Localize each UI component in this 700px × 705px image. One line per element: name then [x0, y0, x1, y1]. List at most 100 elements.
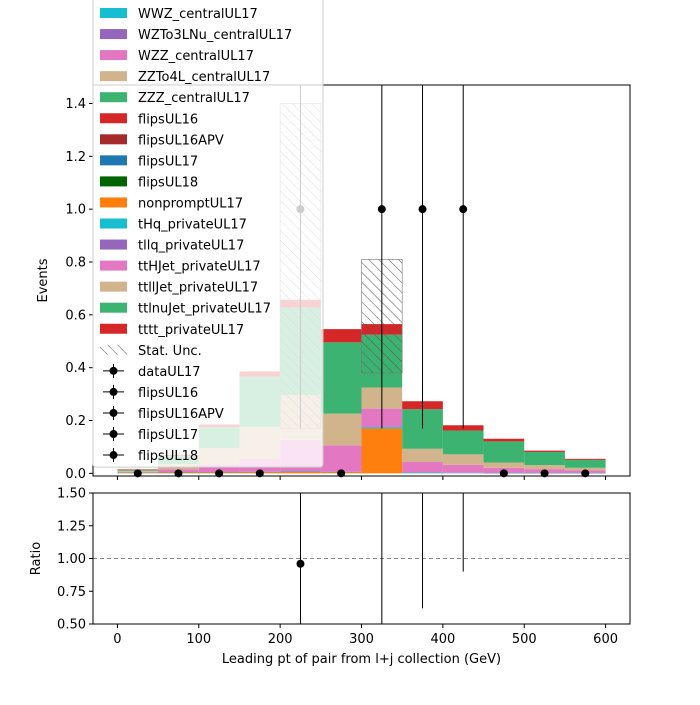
- legend-swatch-3: [100, 71, 127, 82]
- legend-swatch-12: [100, 260, 127, 271]
- ratio-x-tick-label-2: 200: [268, 632, 293, 647]
- bar-ttlnuJet_privateUL17-5: [320, 342, 362, 414]
- main-y-tick-label-3: 0.6: [65, 308, 86, 323]
- bar-nonpromptUL17-6: [361, 428, 403, 474]
- ratio-y-tick-label-2: 1.00: [57, 552, 86, 567]
- bar-tttt_privateUL17-5: [320, 329, 362, 343]
- legend-label-1: WZTo3LNu_centralUL17: [138, 28, 292, 43]
- main-y-tick-label-2: 0.4: [65, 361, 86, 376]
- bar-nonpromptUL17-4: [280, 471, 321, 474]
- data-point-5: [337, 469, 346, 478]
- legend-swatch-11: [100, 239, 127, 250]
- main-y-axis-label: Events: [36, 258, 51, 302]
- legend-swatch-6: [100, 134, 127, 145]
- legend-swatch-16: [100, 344, 127, 355]
- bar-ttHJet_privateUL17-5: [320, 445, 362, 472]
- data-point-3: [255, 469, 264, 478]
- legend-swatch-10: [100, 218, 127, 229]
- main-y-tick-label-6: 1.2: [65, 150, 86, 165]
- legend-marker-18: [109, 387, 118, 396]
- legend-label-16: Stat. Unc.: [138, 344, 202, 359]
- legend-swatch-2: [100, 50, 127, 61]
- bar-tHq_privateUL17-4: [280, 471, 321, 473]
- legend-swatch-8: [100, 176, 127, 187]
- legend-label-17: dataUL17: [138, 365, 201, 380]
- data-point-2: [215, 469, 224, 478]
- ratio-y-axis-label: Ratio: [29, 542, 44, 575]
- bar-ttlnuJet_privateUL17-9: [483, 441, 525, 463]
- legend-label-0: WWZ_centralUL17: [138, 7, 258, 22]
- main-y-tick-label-1: 0.2: [65, 414, 86, 429]
- bar-ttllJet_privateUL17-10: [524, 465, 565, 470]
- main-y-tick-label-7: 1.4: [65, 97, 86, 112]
- legend-marker-19: [109, 408, 118, 417]
- bar-tttt_privateUL17-10: [524, 450, 565, 452]
- legend-swatch-14: [100, 302, 127, 313]
- ratio-y-tick-label-4: 1.50: [57, 487, 86, 502]
- legend-label-8: flipsUL18: [138, 175, 198, 190]
- bar-tHq_privateUL17-7: [402, 472, 443, 474]
- legend-swatch-7: [100, 155, 127, 166]
- legend-marker-17: [109, 366, 118, 375]
- main-y-tick-label-5: 1.0: [65, 203, 86, 218]
- data-point-10: [540, 469, 549, 478]
- legend-box: [92, 0, 324, 468]
- data-point-7: [418, 205, 427, 214]
- legend-marker-21: [109, 451, 118, 460]
- legend-label-10: tHq_privateUL17: [138, 218, 247, 233]
- legend-swatch-0: [100, 8, 127, 18]
- legend-label-11: tllq_privateUL17: [138, 239, 244, 254]
- ratio-x-tick-label-3: 300: [349, 632, 374, 647]
- legend-marker-20: [109, 430, 118, 438]
- legend-swatch-9: [100, 197, 127, 208]
- legend-label-18: flipsUL16: [138, 386, 198, 401]
- legend-swatch-1: [100, 29, 127, 40]
- ratio-point-0: [296, 559, 305, 568]
- bar-ttllJet_privateUL17-7: [402, 448, 443, 462]
- legend-label-9: nonpromptUL17: [138, 196, 243, 211]
- legend-swatch-4: [100, 92, 127, 103]
- legend-label-20: flipsUL17: [138, 428, 198, 443]
- main-y-tick-label-0: 0.0: [65, 467, 86, 482]
- data-point-9: [499, 469, 508, 478]
- bar-ttHJet_privateUL17-2: [198, 464, 240, 473]
- legend-label-2: WZZ_centralUL17: [138, 49, 254, 64]
- legend-label-12: ttHJet_privateUL17: [138, 260, 261, 275]
- ratio-x-tick-label-1: 100: [186, 632, 211, 647]
- legend-label-13: ttllJet_privateUL17: [138, 281, 258, 296]
- legend-swatch-5: [100, 113, 127, 124]
- ratio-x-tick-label-0: 0: [113, 632, 121, 647]
- legend-swatch-13: [100, 281, 127, 292]
- legend-label-5: flipsUL16: [138, 112, 198, 127]
- legend-label-6: flipsUL16APV: [138, 133, 224, 148]
- legend-label-21: flipsUL18: [138, 449, 198, 464]
- data-point-6: [377, 205, 386, 214]
- data-point-0: [133, 469, 142, 478]
- bar-ttllJet_privateUL17-8: [442, 454, 484, 465]
- ratio-y-tick-label-3: 1.25: [57, 519, 86, 534]
- data-point-1: [174, 469, 183, 478]
- legend-label-3: ZZTo4L_centralUL17: [138, 70, 270, 85]
- legend-swatch-15: [100, 323, 127, 334]
- bar-ttllJet_privateUL17-5: [320, 413, 362, 446]
- bar-ttlnuJet_privateUL17-11: [564, 459, 606, 468]
- ratio-x-tick-label-5: 500: [512, 632, 537, 647]
- legend: WWZ_centralUL17 WZTo3LNu_centralUL17 WZZ_c…: [92, 0, 324, 468]
- ratio-plot-panel: 0.50 0.75 1.00 1.25 1.50 0 100 200 300 400 500 600 R…: [29, 487, 631, 667]
- ratio-y-tick-label-1: 0.75: [57, 585, 86, 600]
- ratio-x-tick-label-6: 600: [593, 632, 618, 647]
- bar-tHq_privateUL17-8: [442, 472, 484, 474]
- legend-label-4: ZZZ_centralUL17: [138, 91, 250, 106]
- bar-ttHJet_privateUL17-8: [442, 464, 484, 473]
- bar-ttlnuJet_privateUL17-10: [524, 451, 565, 466]
- bar-ttllJet_privateUL17-9: [483, 462, 525, 468]
- data-point-8: [459, 205, 468, 214]
- bar-ttlnuJet_privateUL17-8: [442, 430, 484, 455]
- legend-label-15: tttt_privateUL17: [138, 323, 244, 338]
- legend-label-19: flipsUL16APV: [138, 407, 224, 422]
- data-point-11: [581, 469, 590, 478]
- ratio-x-tick-label-4: 400: [430, 632, 455, 647]
- legend-label-14: ttlnuJet_privateUL17: [138, 302, 271, 317]
- main-y-tick-label-4: 0.8: [65, 256, 86, 271]
